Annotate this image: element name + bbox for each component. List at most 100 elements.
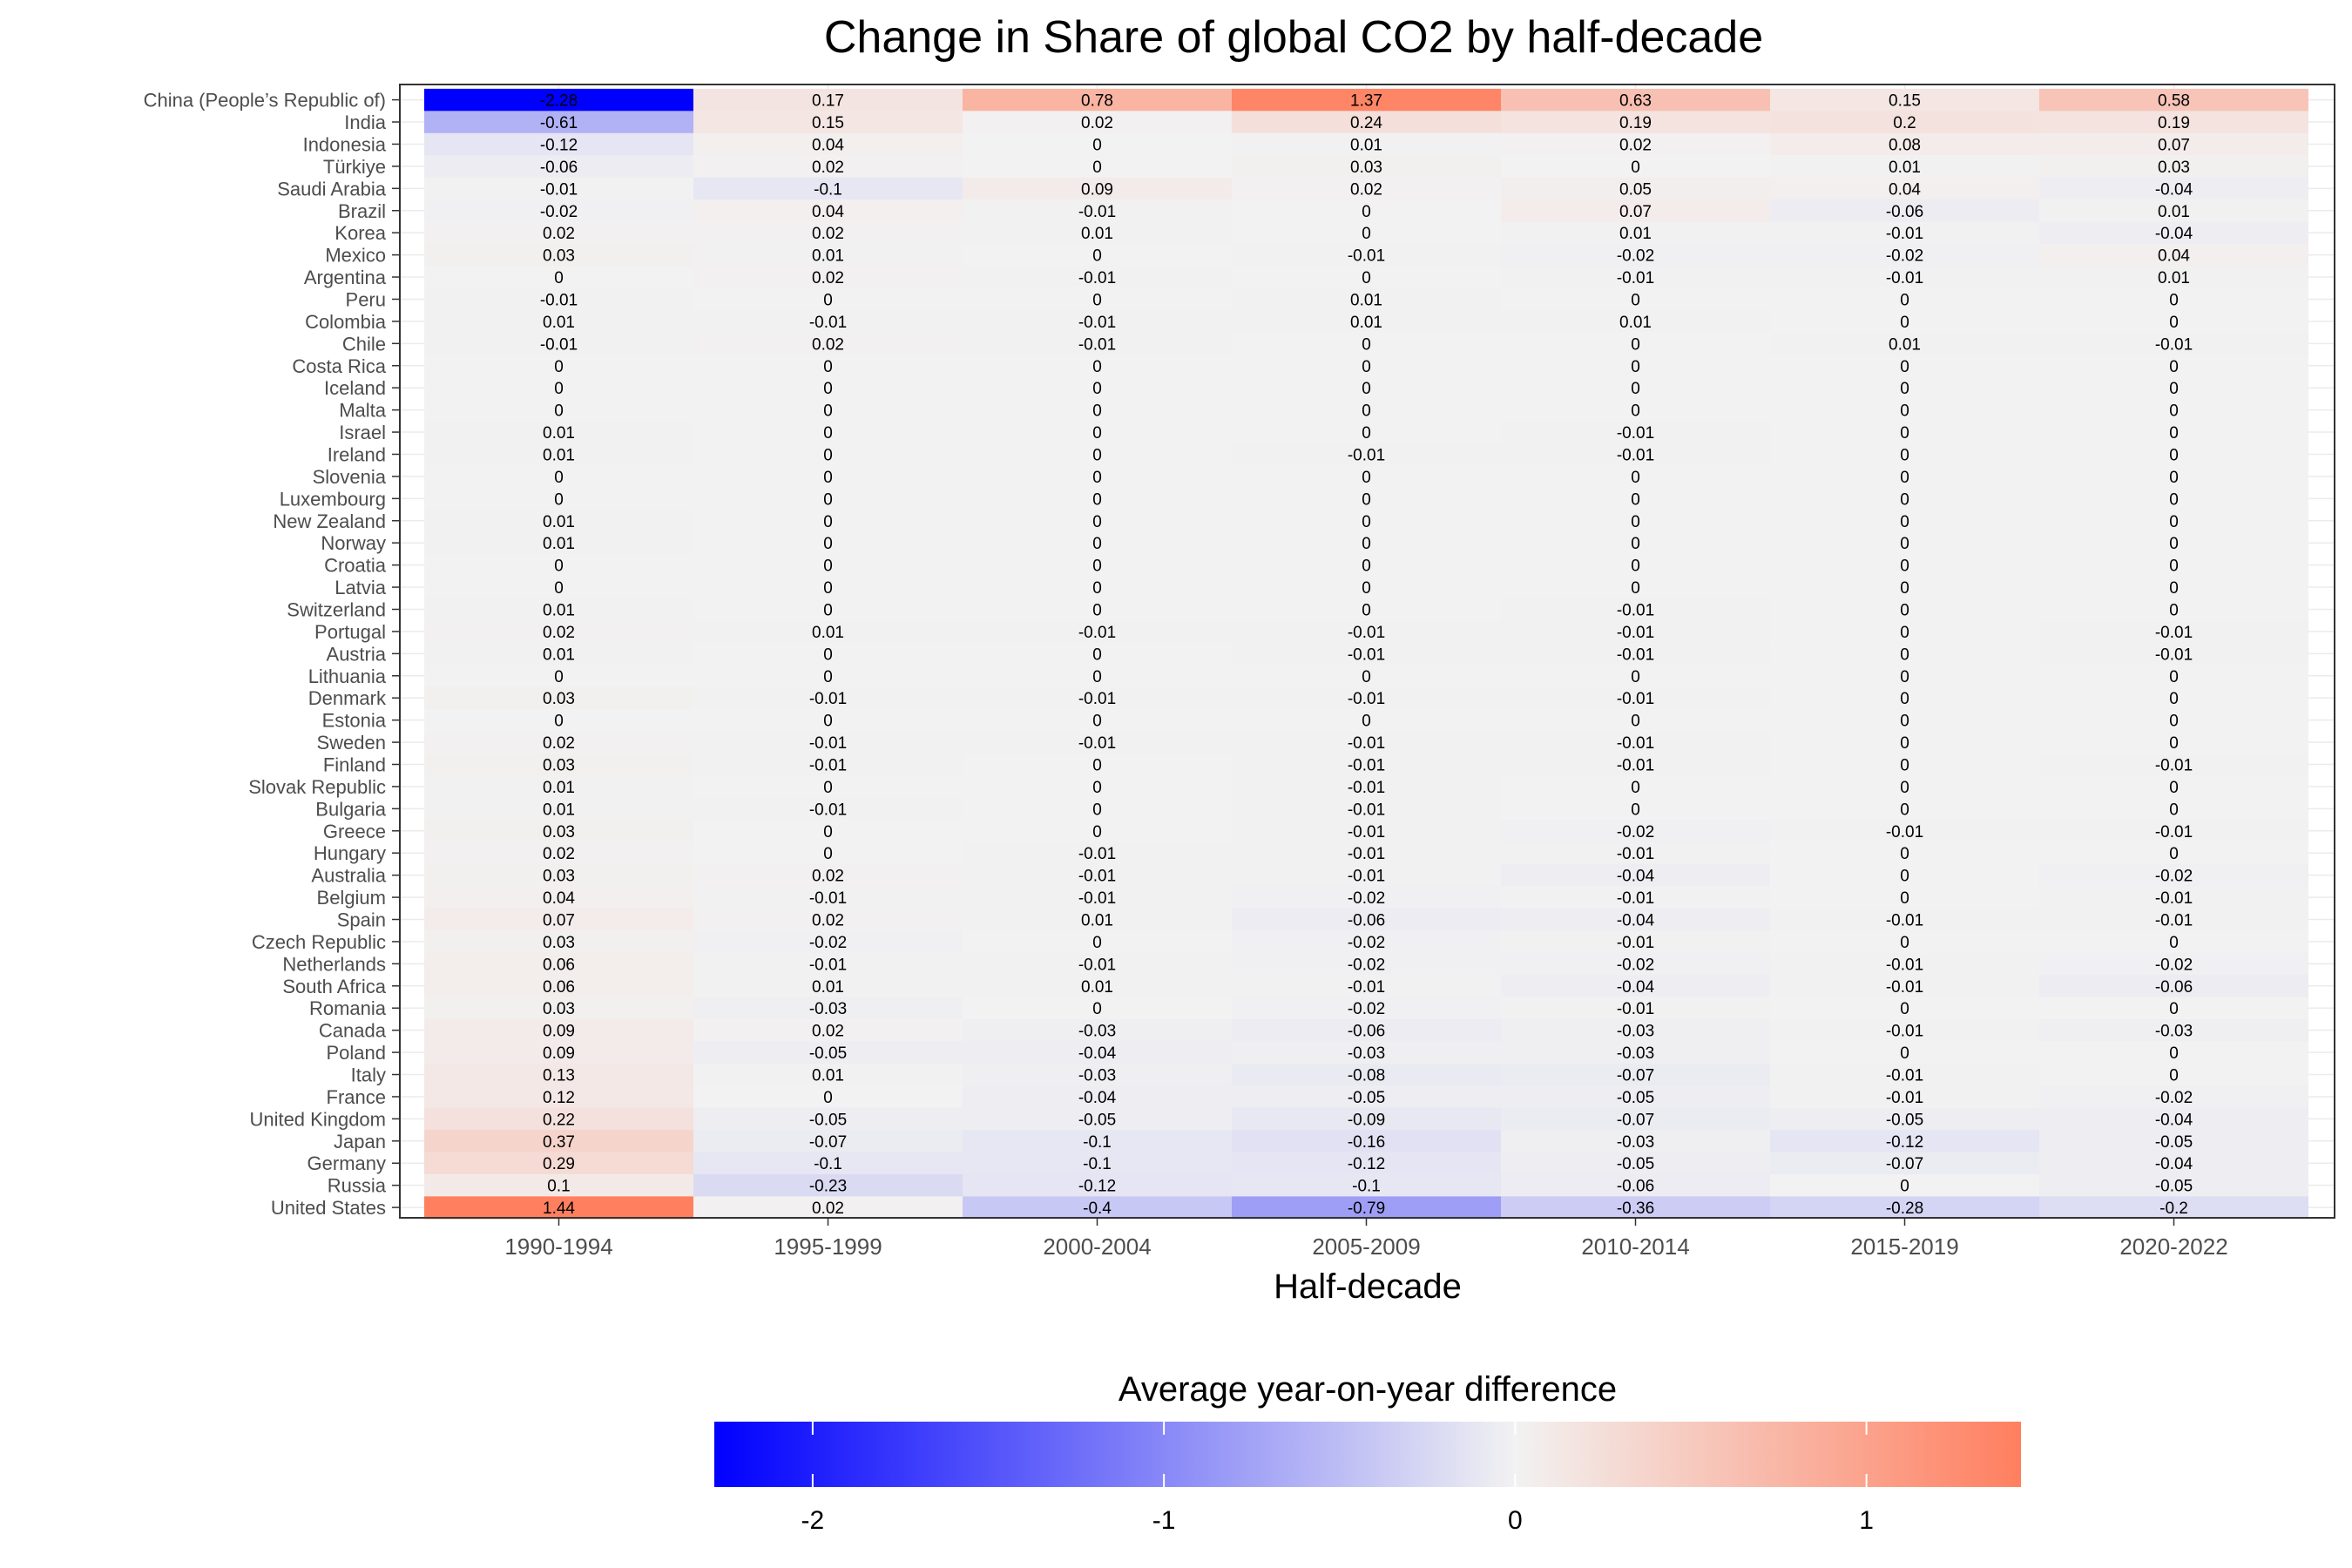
heatmap-cell (2039, 355, 2308, 377)
cell-value-label: 0 (2169, 1000, 2179, 1018)
cell-value-label: 0 (2169, 291, 2179, 309)
cell-value-label: -0.05 (809, 1111, 847, 1129)
heatmap-cell (963, 376, 1232, 400)
cell-value-label: 0 (1362, 225, 1371, 243)
heatmap-cell (2039, 775, 2308, 799)
cell-value-label: -0.01 (1617, 1000, 1654, 1018)
cell-value-label: -0.01 (1617, 934, 1654, 952)
heatmap-cell (1770, 997, 2039, 1020)
heatmap-cell (424, 531, 693, 555)
legend-tick-label: 1 (1859, 1506, 1874, 1535)
heatmap-cell (963, 266, 1232, 289)
heatmap-cell (424, 886, 693, 909)
heatmap-cell (424, 576, 693, 599)
heatmap-cell (1770, 952, 2039, 976)
heatmap-cell (1232, 1152, 1501, 1175)
cell-value-label: -0.01 (1348, 446, 1385, 464)
heatmap-cell (1770, 642, 2039, 666)
x-tick-label: 2000-2004 (1043, 1233, 1151, 1260)
heatmap-cell (424, 1173, 693, 1197)
heatmap-cell (424, 177, 693, 200)
cell-value-label: 0.04 (812, 203, 844, 221)
heatmap-cell (1501, 576, 1770, 599)
y-tick-label: Croatia (324, 555, 387, 577)
heatmap-cell (1770, 886, 2039, 909)
heatmap-cell (1501, 487, 1770, 510)
heatmap-cell (1232, 310, 1501, 334)
cell-value-label: -0.04 (2155, 225, 2193, 243)
cell-value-label: 0 (2169, 690, 2179, 708)
heatmap-cell (1501, 753, 1770, 776)
cell-value-label: -0.01 (2155, 912, 2193, 930)
legend-tick-label: -1 (1152, 1506, 1176, 1535)
heatmap-cell (2039, 820, 2308, 843)
heatmap-cell (693, 287, 963, 311)
cell-value-label: 0.08 (1889, 136, 1921, 154)
heatmap-cell (693, 376, 963, 400)
cell-value-label: 0 (1092, 424, 1102, 443)
heatmap-cell (1501, 155, 1770, 179)
cell-value-label: 0 (2169, 668, 2179, 686)
cell-value-label: 0 (2169, 314, 2179, 332)
cell-value-label: -0.01 (2155, 889, 2193, 908)
heatmap-cell (693, 88, 963, 112)
cell-value-label: 0.01 (543, 801, 575, 819)
heatmap-cell (424, 930, 693, 954)
heatmap-cell (693, 952, 963, 976)
x-axis-title: Half-decade (1274, 1267, 1462, 1306)
cell-value-label: -0.02 (1348, 889, 1385, 908)
heatmap-cell (693, 355, 963, 377)
heatmap-cell (963, 155, 1232, 179)
cell-value-label: -0.06 (1886, 203, 1923, 221)
cell-value-label: -0.06 (1617, 1178, 1654, 1196)
heatmap-cell (1501, 1196, 1770, 1220)
cell-value-label: 0.02 (812, 912, 844, 930)
heatmap-cell (424, 1085, 693, 1109)
cell-value-label: -0.05 (2155, 1133, 2193, 1152)
heatmap-cell (424, 376, 693, 400)
heatmap-cell (1770, 1041, 2039, 1064)
cell-value-label: 0 (1900, 934, 1909, 952)
cell-value-label: 0 (1900, 1044, 1909, 1063)
heatmap-cell (2039, 997, 2308, 1020)
heatmap-cell (693, 1041, 963, 1064)
cell-value-label: -0.03 (1078, 1067, 1116, 1085)
cell-value-label: 0 (1092, 136, 1102, 154)
cell-value-label: 0.03 (543, 868, 575, 886)
cell-value-label: -0.04 (1078, 1089, 1117, 1107)
heatmap-cell (2039, 886, 2308, 909)
heatmap-cell (1501, 708, 1770, 732)
cell-value-label: -0.12 (1886, 1133, 1923, 1152)
cell-value-label: -0.01 (2155, 645, 2193, 664)
heatmap-cell (424, 620, 693, 644)
cell-value-label: 0.01 (1081, 225, 1113, 243)
heatmap-cell (1232, 576, 1501, 599)
heatmap-cell (693, 111, 963, 134)
y-tick-label: Switzerland (287, 598, 386, 620)
cell-value-label: -0.1 (1083, 1133, 1112, 1152)
heatmap-cell (693, 775, 963, 799)
cell-value-label: -0.01 (1886, 1067, 1923, 1085)
cell-value-label: 1.44 (543, 1200, 575, 1218)
cell-value-label: 0.01 (1350, 136, 1382, 154)
cell-value-label: -0.01 (1078, 845, 1116, 863)
heatmap-cell (1770, 731, 2039, 754)
cell-value-label: -0.03 (1617, 1044, 1654, 1063)
cell-value-label: 0 (1900, 469, 1909, 487)
y-tick-label: Saudi Arabia (277, 178, 387, 199)
cell-value-label: 0 (554, 269, 564, 287)
cell-value-label: -0.01 (1078, 734, 1116, 753)
cell-value-label: -0.04 (1078, 1044, 1117, 1063)
heatmap-cell (2039, 576, 2308, 599)
cell-value-label: 0 (823, 469, 833, 487)
cell-value-label: -0.07 (1886, 1155, 1923, 1173)
cell-value-label: -0.02 (1617, 247, 1654, 266)
heatmap-cell (2039, 908, 2308, 931)
heatmap-cell (1232, 1063, 1501, 1086)
heatmap-cell (1501, 287, 1770, 311)
heatmap-cell (1501, 310, 1770, 334)
heatmap-cell (424, 665, 693, 687)
heatmap-cell (1501, 1152, 1770, 1175)
heatmap-cell (1770, 1173, 2039, 1197)
heatmap-cell (963, 753, 1232, 776)
